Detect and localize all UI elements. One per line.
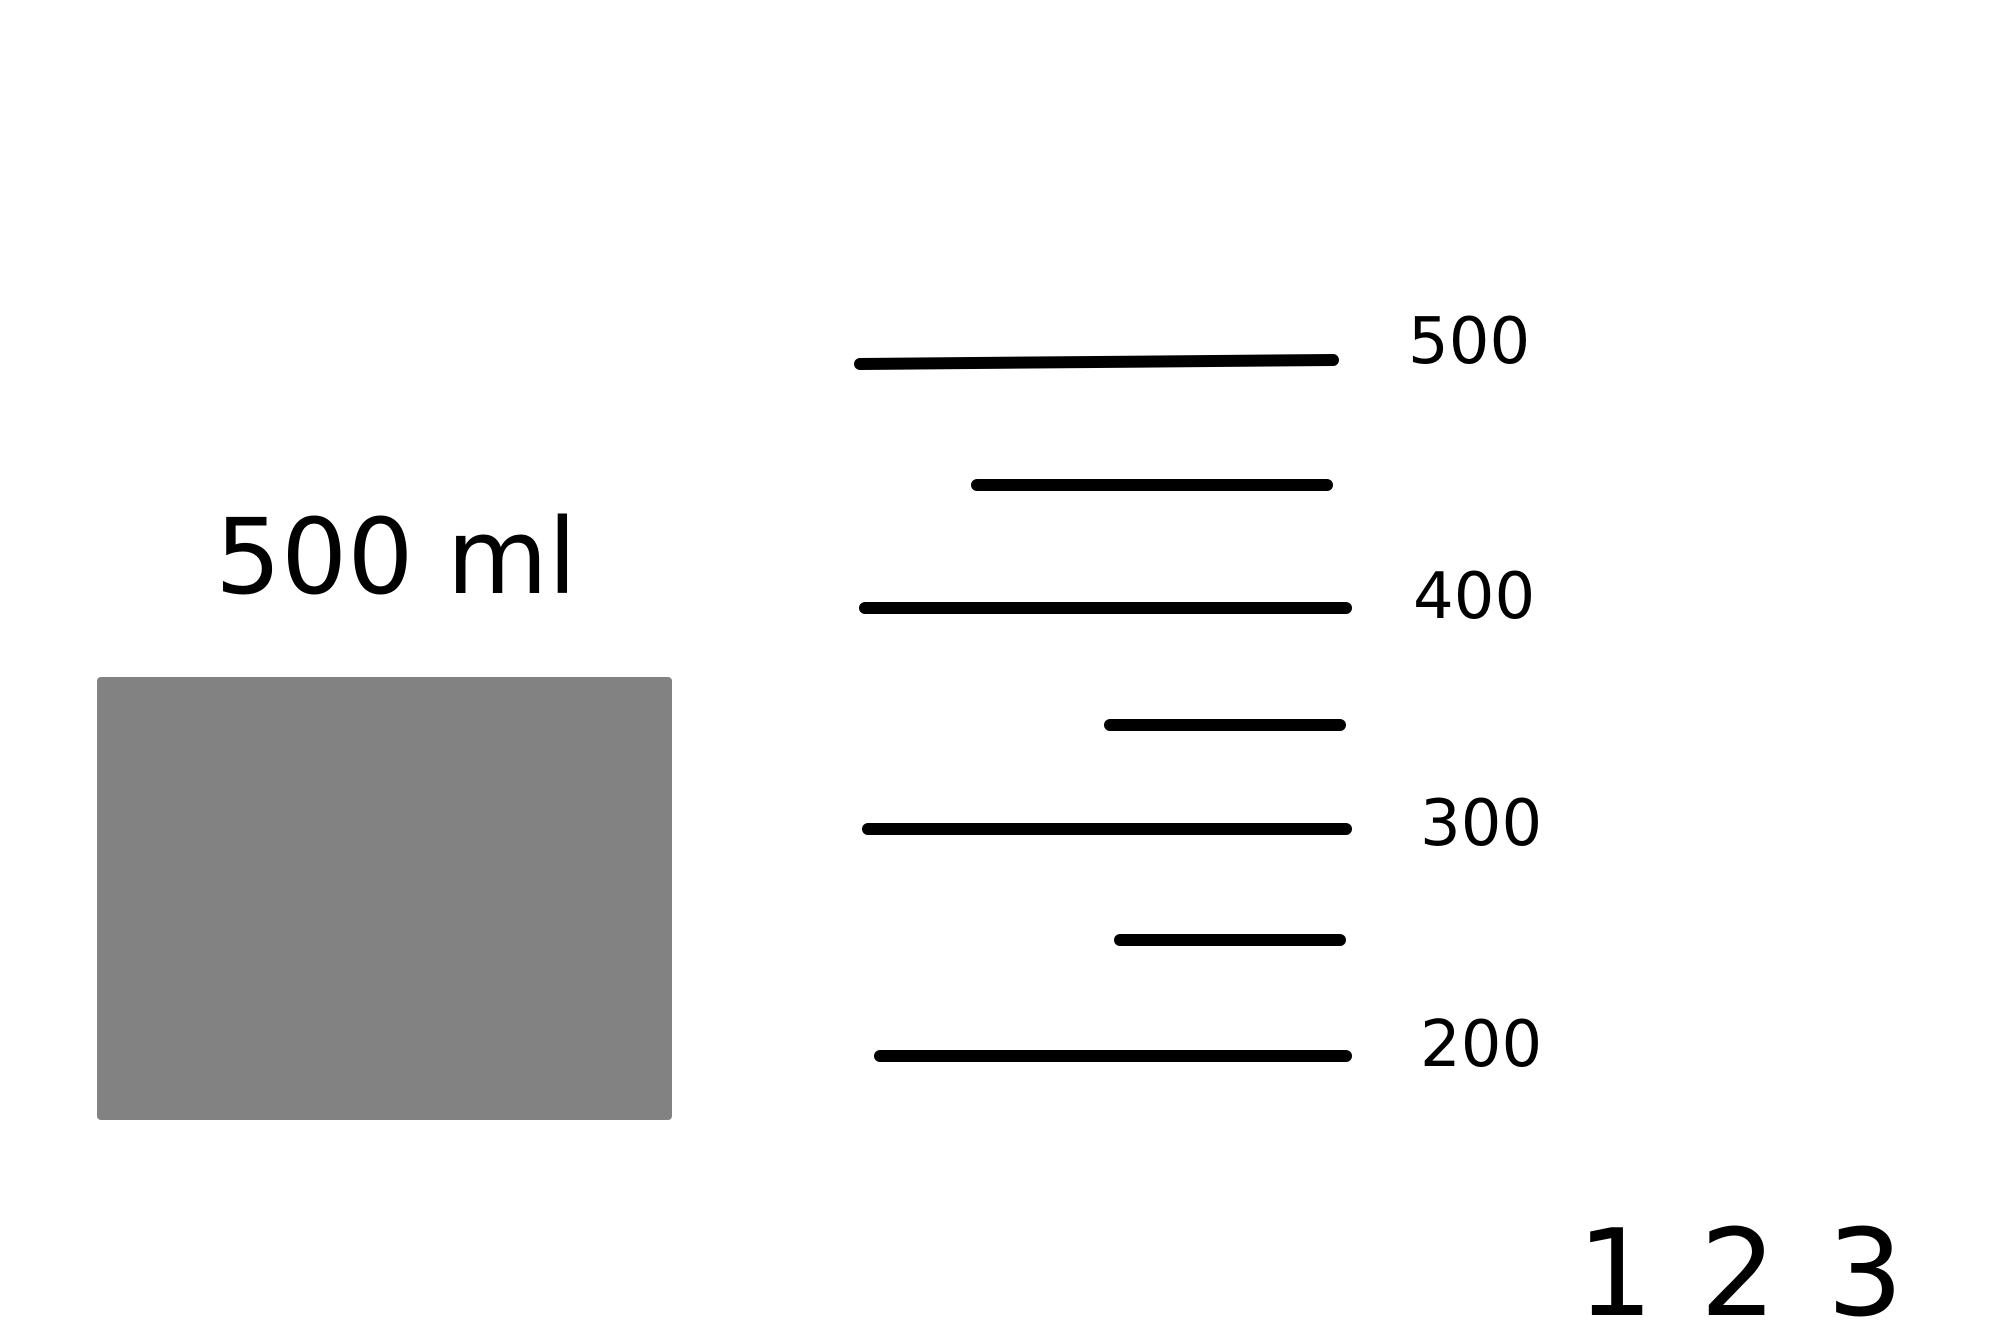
- option-1: 1: [1577, 1205, 1654, 1344]
- volume-label: 500 ml: [215, 496, 577, 618]
- tick-label-500: 500: [1408, 305, 1531, 379]
- option-3: 3: [1827, 1205, 1904, 1344]
- container-box: [97, 677, 672, 1120]
- tick-label-400: 400: [1413, 560, 1536, 634]
- tick-label-200: 200: [1420, 1008, 1543, 1082]
- option-2: 2: [1700, 1205, 1777, 1344]
- tick-500: [854, 354, 1339, 370]
- tick-label-300: 300: [1420, 787, 1543, 861]
